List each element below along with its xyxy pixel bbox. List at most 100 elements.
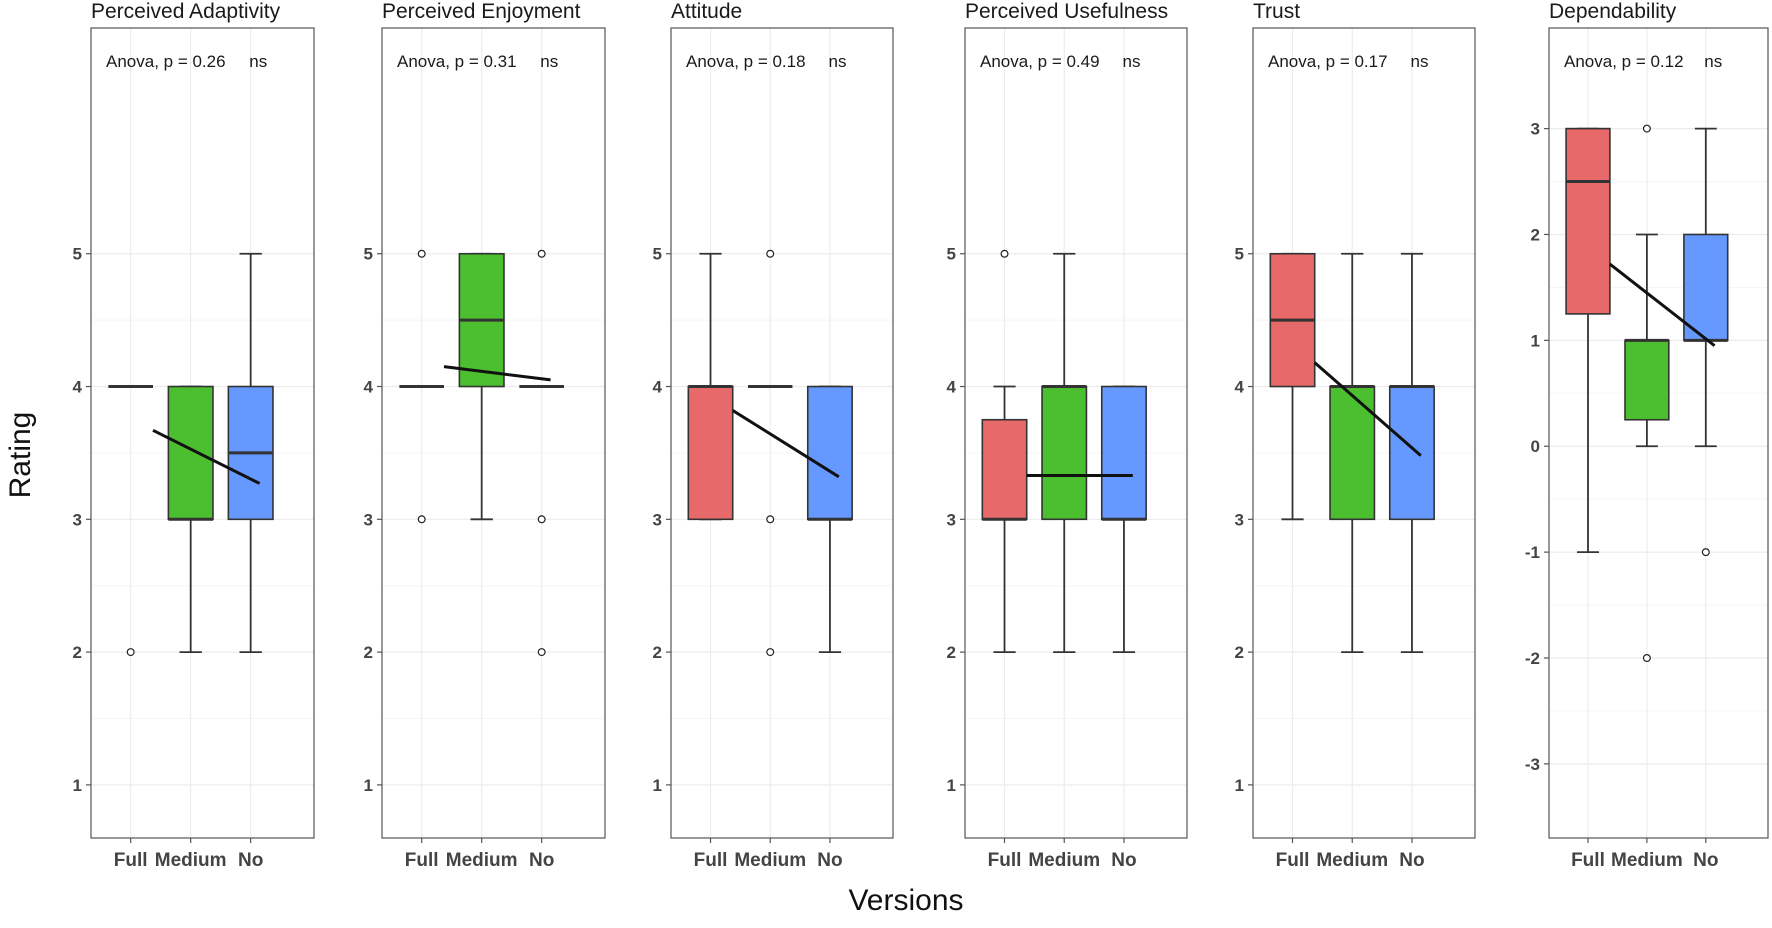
y-tick-label: 4 <box>653 378 663 397</box>
x-tick-label-no: No <box>1693 850 1718 871</box>
box-full <box>687 385 734 521</box>
x-tick-label-full: Full <box>694 850 728 871</box>
y-tick-label: 1 <box>653 776 662 795</box>
significance-label: ns <box>540 52 558 71</box>
anova-annotation: Anova, p = 0.31 <box>397 52 517 71</box>
y-tick-label: -2 <box>1525 649 1540 668</box>
x-tick-label-medium: Medium <box>446 850 518 871</box>
panel-1: 1 2 3 4 5 Full Medium No Perceived Adaptivity Ano… <box>73 0 315 871</box>
significance-label: ns <box>1123 52 1141 71</box>
anova-annotation: Anova, p = 0.17 <box>1268 52 1388 71</box>
significance-label: ns <box>1411 52 1429 71</box>
box-no <box>1683 233 1729 342</box>
box-medium <box>1624 339 1670 421</box>
y-tick-label: 2 <box>1235 643 1244 662</box>
box-full <box>1565 127 1611 315</box>
y-tick-label: 4 <box>1235 378 1245 397</box>
panel-border <box>964 27 1188 839</box>
y-tick-label: 3 <box>364 510 373 529</box>
anova-annotation: Anova, p = 0.49 <box>980 52 1100 71</box>
trend-line <box>1608 262 1716 347</box>
panel-title: Dependability <box>1549 0 1677 23</box>
panel-2: 1 2 3 4 5 Full Medium No Perceived Enjoyment Anov… <box>364 0 606 871</box>
x-tick-label-no: No <box>817 850 842 871</box>
panel-title: Trust <box>1253 0 1300 23</box>
y-tick-label: 3 <box>73 510 82 529</box>
outlier-point <box>417 249 426 258</box>
y-tick-label: 2 <box>73 643 82 662</box>
outlier-point <box>126 648 135 657</box>
y-tick-label: 1 <box>1531 331 1540 350</box>
panel-3: 1 2 3 4 5 Full Medium No Attitude Anova, p = 0.18… <box>653 0 894 871</box>
y-tick-label: 3 <box>1235 510 1244 529</box>
trend-line <box>443 365 551 382</box>
y-tick-label: 2 <box>1531 225 1540 244</box>
outlier-point <box>537 515 546 524</box>
panel-title: Perceived Usefulness <box>965 0 1168 23</box>
box-no <box>1100 385 1147 521</box>
panel-border <box>1252 27 1476 839</box>
significance-label: ns <box>249 52 267 71</box>
x-tick-label-medium: Medium <box>1316 850 1388 871</box>
y-tick-label: 0 <box>1531 437 1540 456</box>
x-tick-label-full: Full <box>114 850 148 871</box>
y-tick-label: 1 <box>364 776 373 795</box>
outlier-point <box>1642 124 1651 133</box>
outlier-point <box>1701 548 1710 557</box>
x-tick-label-full: Full <box>405 850 439 871</box>
box-no <box>1388 385 1435 521</box>
x-tick-label-no: No <box>238 850 263 871</box>
x-tick-label-full: Full <box>1571 850 1605 871</box>
y-tick-label: 2 <box>947 643 956 662</box>
trend-line <box>1313 361 1422 457</box>
y-tick-label: -3 <box>1525 755 1540 774</box>
anova-annotation: Anova, p = 0.12 <box>1564 52 1684 71</box>
panel-background <box>382 28 605 838</box>
y-tick-label: 4 <box>947 378 957 397</box>
panel-border <box>670 27 894 839</box>
x-tick-label-medium: Medium <box>734 850 806 871</box>
y-tick-label: 5 <box>364 245 373 264</box>
x-tick-label-medium: Medium <box>155 850 227 871</box>
x-tick-label-no: No <box>1111 850 1136 871</box>
y-tick-label: 4 <box>364 378 374 397</box>
trend-line <box>152 429 261 485</box>
y-tick-label: 2 <box>364 643 373 662</box>
panel-title: Perceived Adaptivity <box>91 0 281 23</box>
x-tick-label-no: No <box>529 850 554 871</box>
outlier-point <box>766 249 775 258</box>
panel-6: -3 -2 -1 0 1 2 3 Full Medium No Dependability Anova… <box>1525 0 1769 871</box>
y-tick-label: 5 <box>653 245 662 264</box>
x-tick-label-full: Full <box>988 850 1022 871</box>
y-tick-label: 5 <box>947 245 956 264</box>
anova-annotation: Anova, p = 0.26 <box>106 52 226 71</box>
panel-title: Perceived Enjoyment <box>382 0 581 23</box>
x-tick-label-full: Full <box>1276 850 1310 871</box>
panel-title: Attitude <box>671 0 742 23</box>
outlier-point <box>417 515 426 524</box>
panel-5: 1 2 3 4 5 Full Medium No Trust Anova, p = 0.17 ns <box>1235 0 1476 871</box>
panel-4: 1 2 3 4 5 Full Medium No Perceived Usefulness Ano… <box>947 0 1188 871</box>
significance-label: ns <box>829 52 847 71</box>
outlier-point <box>537 648 546 657</box>
significance-label: ns <box>1704 52 1722 71</box>
panel-border <box>381 27 606 839</box>
x-tick-label-no: No <box>1399 850 1424 871</box>
outlier-point <box>766 648 775 657</box>
box-medium <box>1041 385 1088 521</box>
y-tick-label: 4 <box>73 378 83 397</box>
y-tick-label: 3 <box>947 510 956 529</box>
panel-border <box>1548 27 1769 839</box>
x-axis-title: Versions <box>848 884 963 917</box>
y-tick-label: 2 <box>653 643 662 662</box>
y-tick-label: 1 <box>73 776 82 795</box>
panels-group: 1 2 3 4 5 Full Medium No Perceived Adaptivity Ano… <box>73 0 1769 871</box>
outlier-point <box>1000 249 1009 258</box>
box-medium <box>1329 385 1376 521</box>
y-tick-label: -1 <box>1525 543 1540 562</box>
y-tick-label: 1 <box>1235 776 1244 795</box>
y-tick-label: 5 <box>1235 245 1244 264</box>
trend-line <box>731 409 840 479</box>
y-tick-label: 3 <box>653 510 662 529</box>
